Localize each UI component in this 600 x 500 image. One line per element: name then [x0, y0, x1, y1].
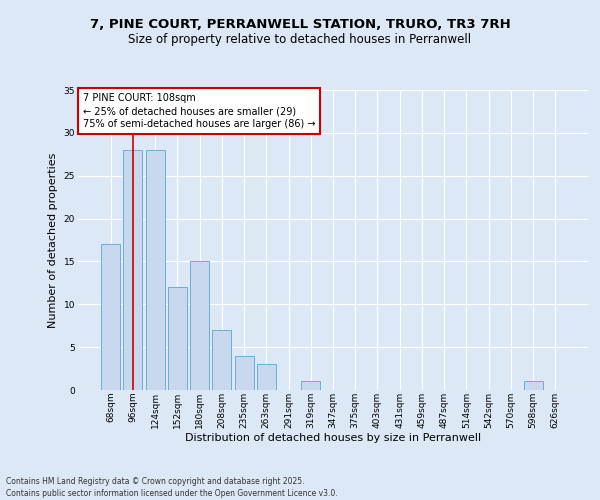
Bar: [235, 356, 254, 390]
Bar: [212, 330, 231, 390]
Bar: [124, 150, 142, 390]
Y-axis label: Number of detached properties: Number of detached properties: [48, 152, 58, 328]
Text: 7 PINE COURT: 108sqm
← 25% of detached houses are smaller (29)
75% of semi-detac: 7 PINE COURT: 108sqm ← 25% of detached h…: [83, 93, 316, 130]
Bar: [101, 244, 120, 390]
Text: 7, PINE COURT, PERRANWELL STATION, TRURO, TR3 7RH: 7, PINE COURT, PERRANWELL STATION, TRURO…: [89, 18, 511, 30]
Bar: [257, 364, 276, 390]
Bar: [146, 150, 164, 390]
Bar: [301, 382, 320, 390]
X-axis label: Distribution of detached houses by size in Perranwell: Distribution of detached houses by size …: [185, 434, 481, 444]
Bar: [190, 262, 209, 390]
Text: Contains HM Land Registry data © Crown copyright and database right 2025.
Contai: Contains HM Land Registry data © Crown c…: [6, 476, 338, 498]
Text: Size of property relative to detached houses in Perranwell: Size of property relative to detached ho…: [128, 32, 472, 46]
Bar: [524, 382, 542, 390]
Bar: [168, 287, 187, 390]
